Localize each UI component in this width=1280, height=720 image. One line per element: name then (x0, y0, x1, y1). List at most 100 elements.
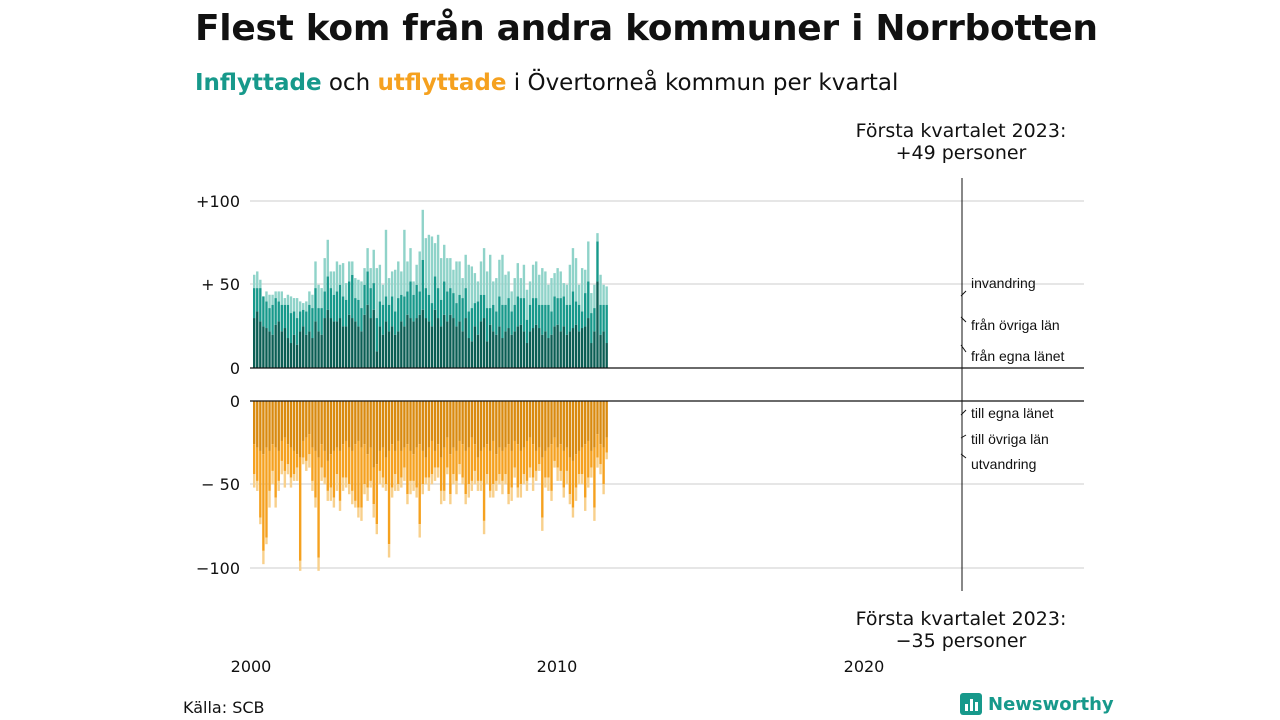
bar-in-ovriga (326, 276, 329, 310)
bar-out-egna (326, 401, 329, 461)
bar-out-utvandring (357, 507, 360, 518)
bar-in-egna (516, 326, 519, 369)
bar-out-utvandring (596, 457, 599, 468)
bar-in-egna (427, 321, 431, 368)
bar-out-egna (528, 401, 532, 438)
bar-in-ovriga (489, 308, 492, 325)
bar-out-ovriga (403, 447, 406, 468)
bar-in-invandring (341, 263, 345, 297)
bar-in-egna (580, 328, 584, 368)
bar-out-egna (341, 401, 345, 445)
bar-out-ovriga (461, 444, 464, 478)
bar-in-ovriga (271, 304, 274, 335)
bar-out-egna (271, 401, 274, 445)
bar-in-egna (332, 321, 336, 368)
bar-in-egna (378, 326, 382, 369)
leader-till-ovriga-lan (960, 434, 967, 439)
bar-out-utvandring (467, 484, 470, 498)
bar-out-egna (320, 401, 323, 445)
bar-in-ovriga (538, 304, 541, 329)
bar-in-ovriga (384, 296, 388, 322)
bar-in-invandring (295, 298, 299, 319)
bar-in-egna (262, 326, 265, 369)
bar-in-egna (446, 321, 449, 368)
bar-in-invandring (354, 278, 357, 299)
bar-out-ovriga (289, 447, 293, 478)
bar-out-ovriga (470, 437, 474, 481)
bar-in-egna (372, 309, 375, 368)
bar-out-egna (421, 401, 424, 451)
bar-in-invandring (378, 264, 382, 302)
y-tick-bottom-2: −100 (196, 559, 240, 578)
bar-in-invandring (516, 263, 519, 297)
bar-in-ovriga (387, 304, 391, 332)
bar-in-egna (587, 318, 590, 368)
bar-out-ovriga (430, 440, 434, 475)
bar-out-egna (283, 401, 287, 438)
bar-out-ovriga (366, 454, 369, 488)
bar-out-utvandring (387, 544, 391, 558)
bar-in-ovriga (528, 304, 532, 332)
bar-in-egna (283, 328, 287, 368)
bar-out-utvandring (599, 464, 602, 475)
bar-in-egna (387, 331, 391, 368)
bar-out-utvandring (332, 497, 336, 508)
bar-in-invandring (458, 261, 461, 295)
bar-in-ovriga (338, 284, 342, 319)
segment-label-invandring: invandring (971, 275, 1036, 291)
bar-in-ovriga (415, 284, 418, 319)
bar-out-ovriga (400, 450, 403, 478)
bar-out-utvandring (298, 560, 302, 571)
bar-in-egna (461, 331, 464, 368)
bar-out-ovriga (421, 450, 424, 485)
bar-out-utvandring (390, 487, 394, 498)
bar-in-egna (366, 304, 369, 368)
bar-out-egna (501, 401, 504, 451)
bar-out-egna (556, 401, 559, 448)
bar-in-invandring (590, 293, 593, 314)
bar-out-ovriga (424, 457, 428, 478)
bar-out-utvandring (393, 474, 397, 491)
bar-out-ovriga (534, 450, 538, 471)
bar-in-invandring (332, 271, 336, 295)
bar-out-ovriga (525, 440, 529, 481)
bar-out-egna (393, 401, 397, 451)
bar-out-egna (375, 401, 378, 465)
bar-in-egna (439, 326, 443, 369)
bar-out-egna (378, 401, 382, 451)
x-tick-2010: 2010 (537, 657, 578, 676)
y-tick-bottom-1: − 50 (201, 475, 240, 494)
bar-out-egna (559, 401, 562, 445)
bar-out-utvandring (458, 464, 461, 475)
bar-in-invandring (329, 271, 333, 289)
segment-label-fran-egna-lanet: från egna länet (971, 348, 1065, 364)
bar-out-egna (360, 401, 363, 448)
bar-out-utvandring (580, 474, 584, 485)
bar-out-utvandring (360, 507, 363, 521)
bar-in-invandring (513, 278, 516, 305)
bar-out-utvandring (439, 490, 443, 505)
bars-utflyttade (253, 401, 608, 571)
bar-in-ovriga (571, 291, 575, 329)
bar-out-egna (277, 401, 280, 451)
bar-in-ovriga (498, 296, 501, 327)
bar-out-ovriga (274, 447, 277, 498)
bar-in-egna (547, 338, 550, 368)
bar-out-utvandring (584, 497, 587, 511)
bar-in-ovriga (464, 288, 467, 319)
bar-in-invandring (344, 283, 348, 300)
bar-out-ovriga (341, 444, 345, 478)
bar-in-invandring (418, 251, 421, 292)
bar-in-egna (458, 321, 461, 368)
bar-out-egna (427, 401, 431, 448)
bar-out-egna (409, 401, 412, 451)
bar-out-ovriga (360, 447, 363, 508)
bar-out-ovriga (559, 444, 562, 471)
bar-out-egna (571, 401, 575, 461)
bar-in-invandring (271, 294, 274, 305)
bar-in-ovriga (277, 301, 280, 322)
bar-out-utvandring (556, 467, 559, 481)
bar-in-ovriga (393, 311, 397, 335)
bar-out-ovriga (605, 437, 608, 453)
bar-in-invandring (259, 279, 262, 289)
